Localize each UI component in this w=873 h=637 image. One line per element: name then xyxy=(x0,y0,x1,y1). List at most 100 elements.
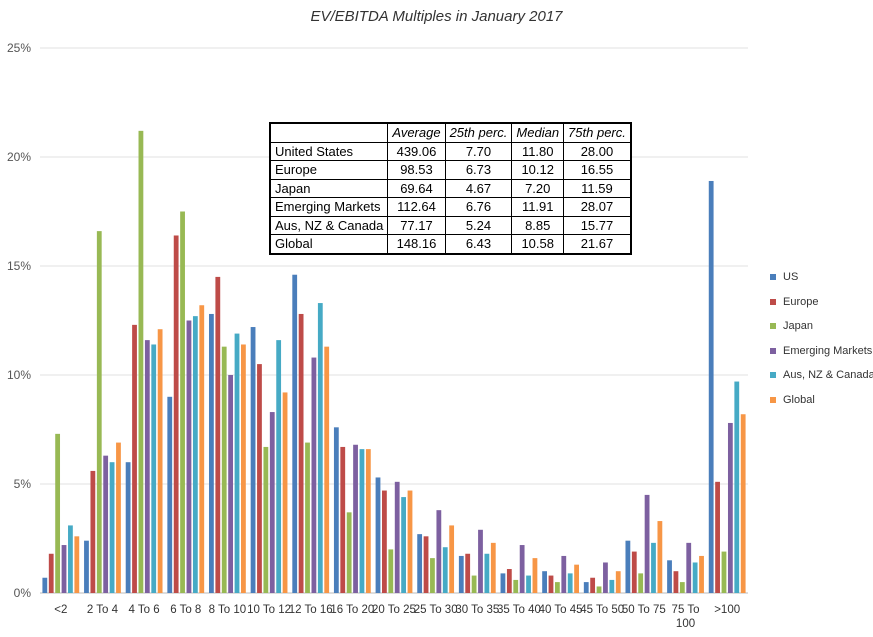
x-tick-label: 16 To 20 xyxy=(330,604,374,616)
bar xyxy=(625,540,631,593)
table-cell: 7.20 xyxy=(511,178,565,198)
bar xyxy=(103,455,109,593)
table-row-label: United States xyxy=(269,141,389,161)
bar xyxy=(365,449,371,593)
table-header-cell xyxy=(269,122,389,143)
x-tick-label: 35 To 40 xyxy=(497,604,541,616)
table-row: Europe 98.53 6.73 10.12 16.55 xyxy=(269,160,632,180)
bar xyxy=(74,536,80,593)
bar xyxy=(144,340,150,593)
legend-label: Emerging Markets xyxy=(783,344,873,357)
table-row-label: Japan xyxy=(269,178,389,198)
legend-item-us: US xyxy=(770,265,873,290)
legend-item-europe: Europe xyxy=(770,290,873,315)
bar xyxy=(708,180,714,594)
bar xyxy=(109,462,115,593)
bar xyxy=(644,494,650,593)
table-cell: 98.53 xyxy=(387,160,446,180)
bar xyxy=(42,577,48,593)
bar xyxy=(715,481,720,593)
table-cell: 10.58 xyxy=(511,234,565,254)
bar xyxy=(609,579,615,593)
bar xyxy=(167,396,173,593)
table-cell: 11.80 xyxy=(511,141,565,161)
bar xyxy=(651,542,656,593)
x-tick-label: 45 To 50 xyxy=(580,604,624,616)
legend-label: Aus, NZ & Canada xyxy=(783,369,873,382)
legend-swatch xyxy=(770,323,776,330)
bar xyxy=(449,525,455,593)
bar xyxy=(221,346,227,593)
bar xyxy=(138,130,144,593)
table-row-label: Aus, NZ & Canada xyxy=(269,215,389,235)
x-tick-label: 8 To 10 xyxy=(209,604,247,616)
bar xyxy=(513,579,519,593)
bar xyxy=(574,564,579,593)
bar xyxy=(679,582,685,593)
bar xyxy=(333,427,339,593)
legend-swatch xyxy=(770,347,776,354)
table-row-label: Europe xyxy=(269,160,389,180)
chart-title: EV/EBITDA Multiples in January 2017 xyxy=(310,8,563,25)
bar xyxy=(257,364,262,593)
table-cell: 11.91 xyxy=(511,197,565,217)
table-cell: 11.59 xyxy=(563,178,632,198)
bar xyxy=(116,442,121,593)
statistics-table: Average 25th perc. Median 75th perc. Uni… xyxy=(269,122,632,255)
bar xyxy=(375,477,381,593)
bar xyxy=(125,462,131,593)
bar xyxy=(699,555,704,593)
legend-label: Europe xyxy=(783,295,819,308)
bar xyxy=(500,573,506,593)
bar xyxy=(667,560,672,593)
bar xyxy=(603,562,608,593)
bar xyxy=(401,497,406,593)
legend-swatch xyxy=(770,274,776,281)
table-cell: 148.16 xyxy=(387,234,446,254)
table-cell: 16.55 xyxy=(563,160,632,180)
bar xyxy=(311,357,317,593)
legend-label: Global xyxy=(783,393,815,406)
bar xyxy=(340,446,346,593)
bar xyxy=(590,577,596,593)
bar xyxy=(692,562,698,593)
bar xyxy=(269,412,275,593)
table-header-cell: Average xyxy=(387,122,446,143)
bar xyxy=(615,571,621,593)
bar xyxy=(359,449,365,593)
bar xyxy=(727,422,733,593)
table-cell: 439.06 xyxy=(387,141,446,161)
bar xyxy=(215,276,221,593)
table-row: United States 439.06 7.70 11.80 28.00 xyxy=(269,141,632,161)
x-tick-label: 40 To 45 xyxy=(539,604,583,616)
bar xyxy=(263,446,269,593)
bar xyxy=(346,512,352,593)
legend-label: Japan xyxy=(783,320,813,333)
table-cell: 21.67 xyxy=(563,234,632,254)
table-row-label: Emerging Markets xyxy=(269,197,389,217)
bar xyxy=(490,542,496,593)
bar xyxy=(394,481,400,593)
legend-label: US xyxy=(783,271,799,284)
bar xyxy=(61,545,67,593)
x-tick-label: 4 To 6 xyxy=(129,604,160,616)
legend-item-global: Global xyxy=(770,388,873,413)
x-tick-label: <2 xyxy=(54,604,67,616)
bar xyxy=(526,575,531,593)
bar xyxy=(407,490,413,593)
bar xyxy=(673,571,679,593)
y-tick-label: 20% xyxy=(7,150,31,164)
y-tick-label: 25% xyxy=(7,41,31,55)
bar xyxy=(734,381,740,593)
bar xyxy=(458,555,464,593)
bar xyxy=(465,553,471,593)
bar xyxy=(48,553,54,593)
bar xyxy=(55,433,61,593)
bar xyxy=(186,320,192,593)
bar xyxy=(84,540,89,593)
x-tick-label: >100 xyxy=(714,604,740,616)
bar xyxy=(90,470,96,593)
bars xyxy=(42,130,746,594)
table-header-row: Average 25th perc. Median 75th perc. xyxy=(269,122,632,143)
bar xyxy=(173,235,179,594)
